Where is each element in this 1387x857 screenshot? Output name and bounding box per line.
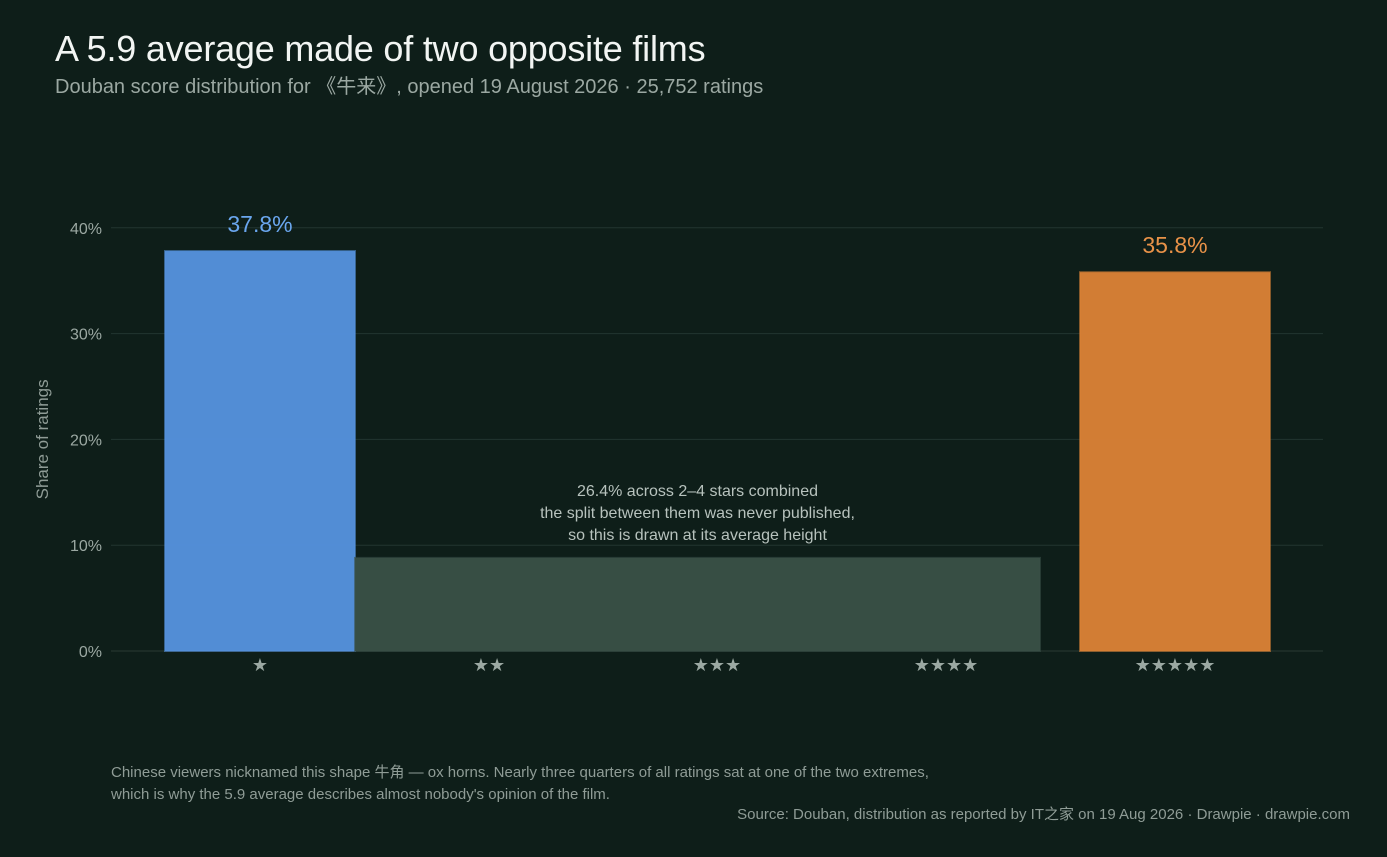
footnote: Chinese viewers nicknamed this shape 牛角 …	[111, 762, 1031, 806]
x-tick-label: ★★★★★	[1135, 655, 1216, 676]
footnote-line: which is why the 5.9 average describes a…	[111, 786, 610, 803]
chart-subtitle: Douban score distribution for 《牛来》, open…	[55, 76, 764, 98]
y-tick-label: 10%	[70, 538, 102, 555]
source-credit: Source: Douban, distribution as reported…	[737, 806, 1350, 823]
y-tick-label: 20%	[70, 432, 102, 449]
chart-title: A 5.9 average made of two opposite films	[55, 28, 706, 69]
bar-0	[164, 250, 356, 653]
y-axis-label: Share of ratings	[33, 379, 52, 499]
y-tick-label: 40%	[70, 221, 102, 238]
bar-1	[354, 556, 1041, 652]
x-tick-label: ★★★★	[914, 655, 979, 676]
data-label: 35.8%	[1142, 232, 1207, 258]
data-label: 37.8%	[227, 211, 292, 237]
annotation-line: so this is drawn at its average height	[568, 527, 827, 544]
bar-2	[1079, 271, 1271, 652]
y-tick-label: 0%	[79, 644, 102, 661]
annotation-line: 26.4% across 2–4 stars combined	[577, 483, 818, 500]
x-tick-label: ★★	[473, 655, 505, 676]
footnote-line: Chinese viewers nicknamed this shape 牛角 …	[111, 764, 929, 781]
annotation-line: the split between them was never publish…	[540, 505, 855, 522]
y-tick-label: 30%	[70, 327, 102, 344]
x-tick-label: ★	[252, 655, 268, 676]
x-tick-label: ★★★	[693, 655, 741, 676]
